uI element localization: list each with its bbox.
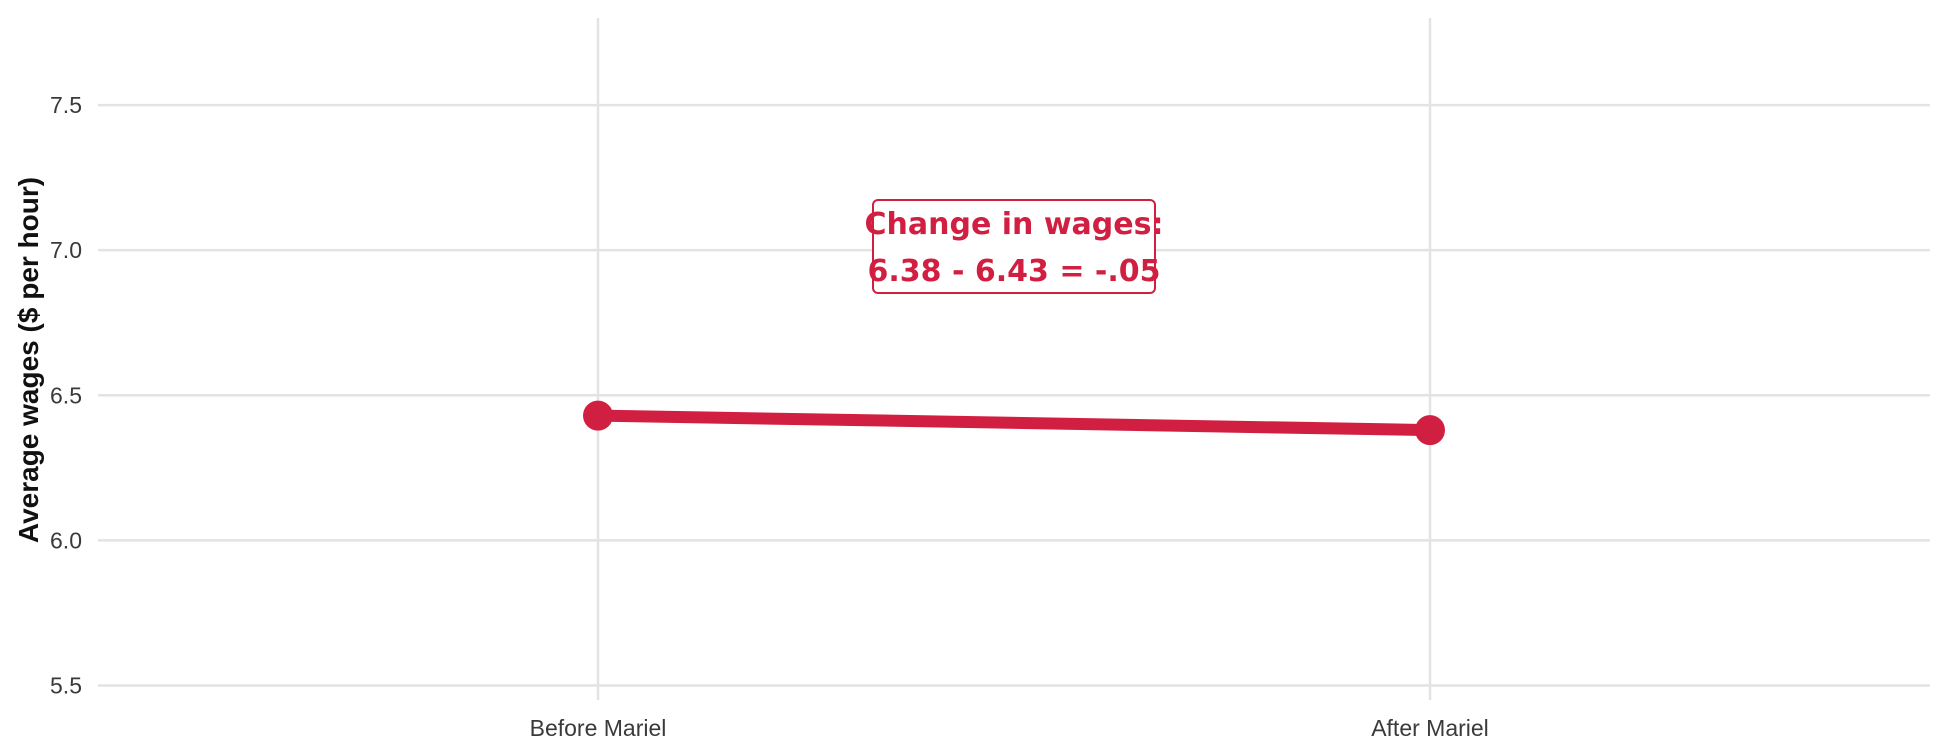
annotation-line-2: 6.38 - 6.43 = -.05: [868, 254, 1161, 289]
x-tick-label: After Mariel: [1371, 715, 1489, 741]
x-tick-label: Before Mariel: [530, 715, 667, 741]
data-point: [1415, 415, 1445, 446]
x-axis-ticks: Before Mariel After Mariel: [530, 715, 1489, 741]
y-tick-label: 6.0: [50, 527, 82, 553]
annotation-line-1: Change in wages:: [865, 207, 1164, 242]
annotation-box: [872, 199, 1156, 294]
series-wages: [583, 400, 1445, 446]
series-line: [592, 409, 1436, 437]
gridlines: [98, 18, 1930, 700]
y-axis-ticks: 5.5 6.0 6.5 7.0 7.5: [50, 92, 82, 698]
y-tick-label: 6.5: [50, 382, 82, 408]
y-axis-title: Average wages ($ per hour): [13, 177, 44, 543]
y-tick-label: 5.5: [50, 672, 82, 698]
change-annotation: Change in wages: 6.38 - 6.43 = -.05: [865, 199, 1164, 294]
y-tick-label: 7.0: [50, 237, 82, 263]
data-point: [583, 400, 613, 431]
y-tick-label: 7.5: [50, 92, 82, 118]
